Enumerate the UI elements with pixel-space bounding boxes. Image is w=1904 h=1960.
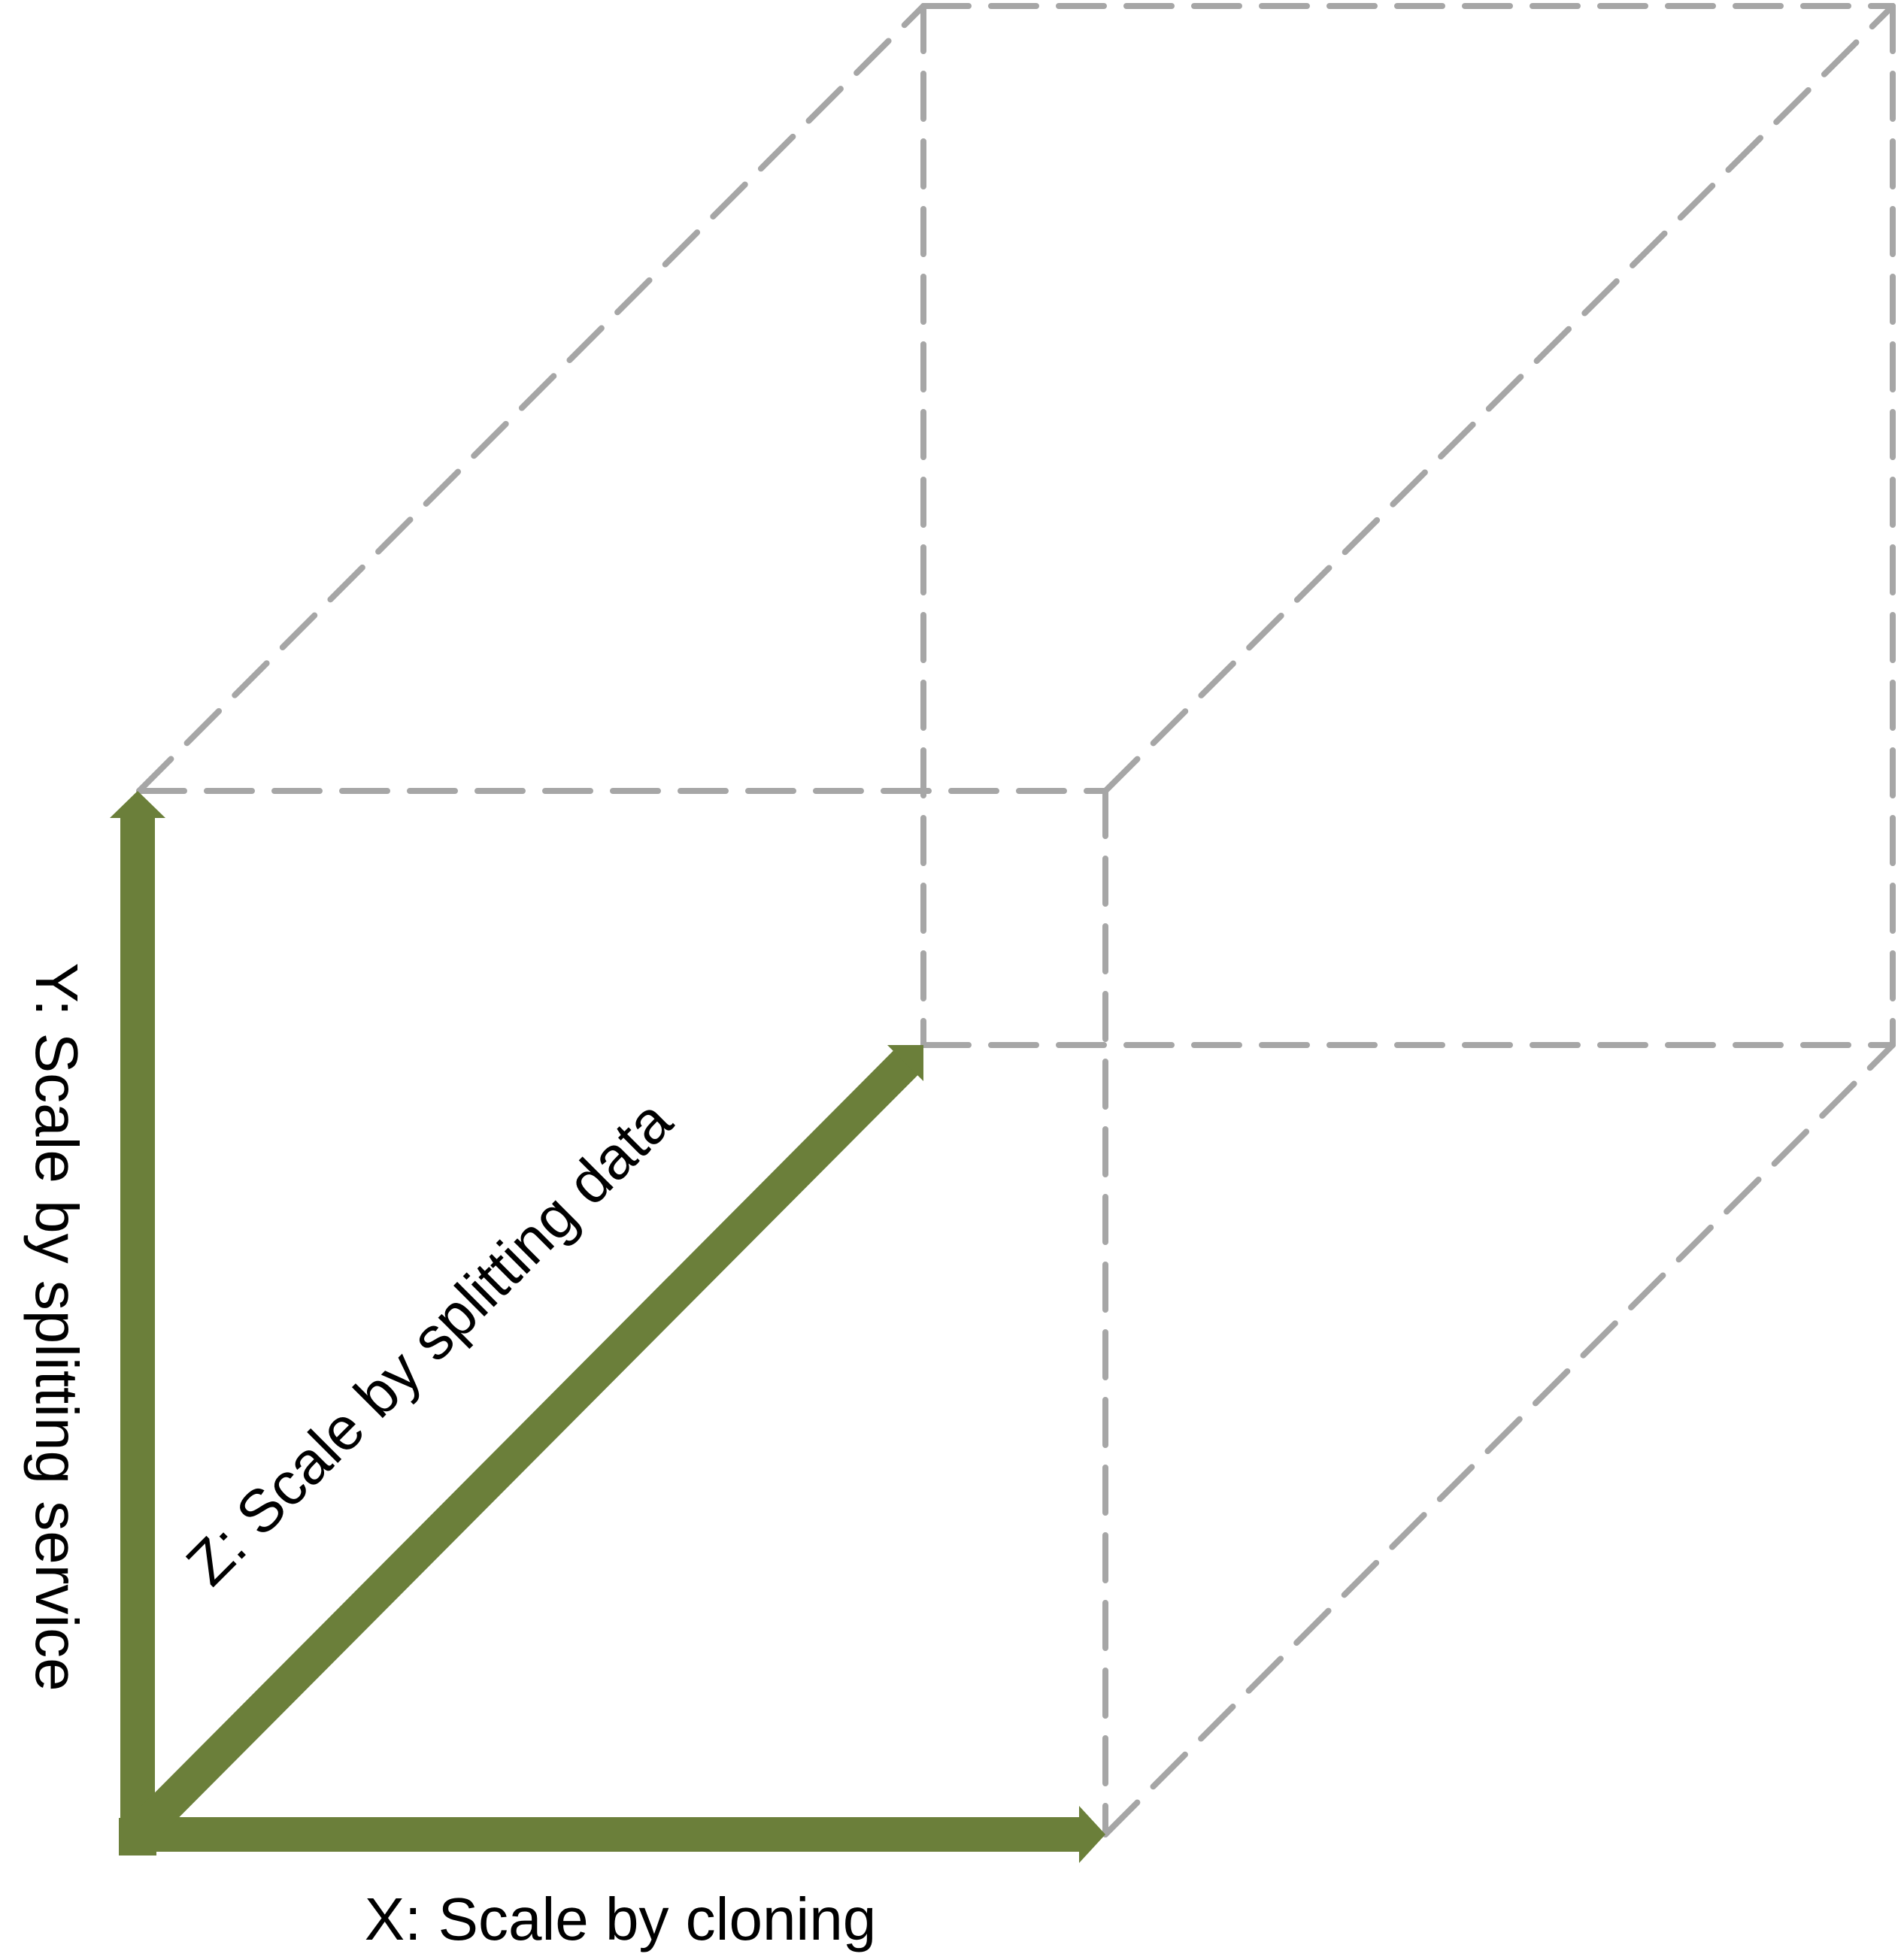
axis-arrows (110, 791, 1105, 1863)
y-axis-label: Y: Scale by splitting service (23, 962, 90, 1691)
depth-top-right-edge (1102, 3, 1896, 794)
x-axis-arrowhead (1079, 1806, 1105, 1863)
depth-top-left-edge (136, 3, 926, 794)
z-axis-arrow (125, 1050, 919, 1847)
z-axis-arrowhead (887, 1045, 923, 1081)
axis-origin (119, 1818, 156, 1855)
x-axis-label: X: Scale by cloning (365, 1886, 876, 1952)
depth-bottom-right-edge (1102, 1042, 1896, 1837)
y-axis-arrowhead (110, 791, 165, 818)
cube-wireframe (136, 3, 1896, 1837)
